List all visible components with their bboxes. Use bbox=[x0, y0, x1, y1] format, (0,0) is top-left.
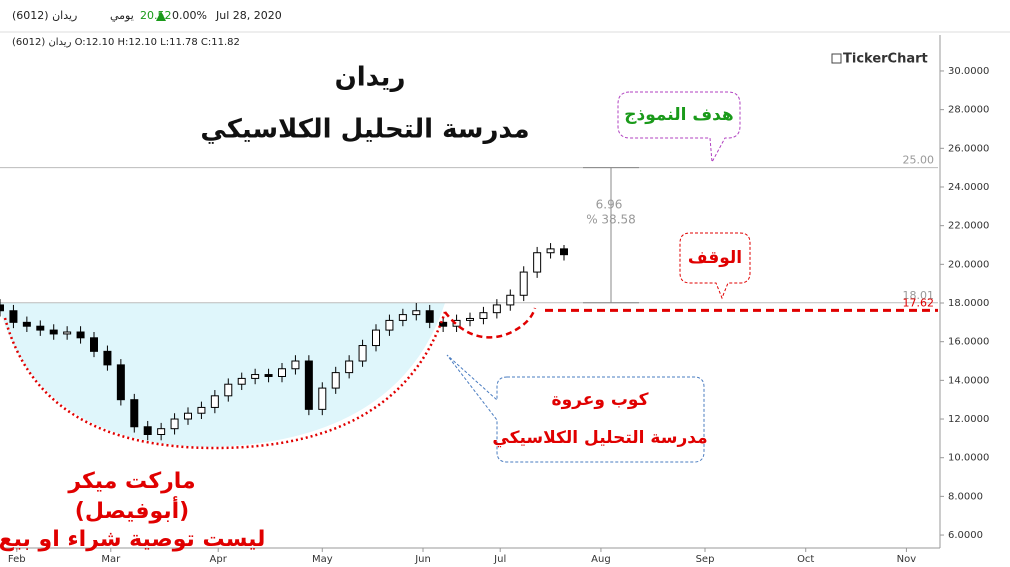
candle-body bbox=[157, 428, 166, 435]
candle-body bbox=[143, 426, 152, 435]
candle-body bbox=[264, 374, 273, 377]
school-label: مدرسة التحليل الكلاسيكي bbox=[492, 428, 707, 448]
x-tick-label: Sep bbox=[696, 554, 715, 565]
candle-body bbox=[90, 337, 98, 352]
x-tick-label: Mar bbox=[101, 554, 121, 565]
candle-body bbox=[345, 360, 354, 374]
y-tick-label: 28.0000 bbox=[948, 105, 989, 116]
candle-body bbox=[130, 399, 139, 428]
target-label: هدف النموذج bbox=[624, 105, 733, 125]
y-tick-label: 30.0000 bbox=[948, 66, 989, 77]
candle-body bbox=[63, 331, 72, 335]
y-tick-label: 14.0000 bbox=[948, 375, 989, 386]
candle-body bbox=[492, 304, 501, 314]
candle-body bbox=[452, 319, 461, 327]
x-tick-label: May bbox=[312, 554, 333, 565]
candle-body bbox=[49, 329, 58, 335]
x-tick-label: Jul bbox=[493, 554, 506, 565]
x-tick-label: Oct bbox=[797, 554, 814, 565]
candle-body bbox=[412, 310, 421, 316]
candle-body bbox=[116, 364, 125, 401]
price: 20.52 bbox=[140, 9, 172, 22]
candle-body bbox=[466, 317, 474, 321]
y-tick-label: 8.0000 bbox=[948, 491, 983, 502]
candle-body bbox=[251, 374, 260, 379]
chart-subtitle: مدرسة التحليل الكلاسيكي bbox=[200, 115, 529, 145]
y-tick-label: 18.0000 bbox=[948, 298, 989, 309]
candle-body bbox=[331, 372, 340, 389]
disclaimer: ليست توصية شراء او بيع bbox=[0, 527, 265, 552]
brand: TickerChart bbox=[843, 52, 928, 67]
handle-curve bbox=[444, 307, 537, 339]
candle-body bbox=[36, 325, 45, 331]
symbol: ريدان (6012) bbox=[12, 9, 77, 22]
stop-callout bbox=[679, 232, 751, 300]
header-bar bbox=[0, 0, 1010, 32]
stop-label: الوقف bbox=[688, 248, 742, 268]
y-tick-label: 22.0000 bbox=[948, 221, 989, 232]
y-tick-label: 6.0000 bbox=[948, 530, 983, 541]
cup-shade bbox=[0, 303, 445, 447]
x-tick-label: Apr bbox=[210, 554, 228, 565]
target-callout bbox=[617, 91, 741, 164]
candle-body bbox=[425, 310, 434, 323]
x-tick-label: Feb bbox=[8, 554, 26, 565]
candle-body bbox=[318, 387, 327, 410]
candle-body bbox=[237, 377, 246, 385]
period: يومي bbox=[110, 9, 134, 22]
candle-body bbox=[210, 395, 219, 408]
y-tick-label: 12.0000 bbox=[948, 414, 989, 425]
candle-body bbox=[533, 252, 542, 273]
pattern-label: كوب وعروة bbox=[552, 390, 649, 410]
author-name: ماركت ميكر bbox=[67, 469, 195, 494]
measure-label: 6.96 bbox=[596, 198, 623, 212]
candle-body bbox=[304, 360, 313, 410]
ohlc-info: ريدان (6012) O:12.10 H:12.10 L:11.78 C:1… bbox=[12, 37, 240, 48]
candle-body bbox=[506, 294, 515, 306]
candle-body bbox=[479, 312, 488, 319]
level-label: 17.62 bbox=[903, 296, 935, 309]
candle-body bbox=[22, 321, 31, 327]
candle-body bbox=[560, 248, 568, 256]
candle-body bbox=[103, 350, 112, 366]
y-tick-label: 24.0000 bbox=[948, 182, 989, 193]
y-tick-label: 20.0000 bbox=[948, 259, 989, 270]
cup-curve bbox=[3, 311, 447, 450]
candle-body bbox=[224, 383, 233, 397]
candle-body bbox=[170, 418, 179, 430]
y-tick-label: 26.0000 bbox=[948, 143, 989, 154]
date: Jul 28, 2020 bbox=[215, 9, 282, 22]
candle-body bbox=[9, 310, 18, 323]
candle-body bbox=[519, 271, 528, 296]
candle-body bbox=[197, 406, 206, 414]
pattern-callout bbox=[446, 354, 705, 463]
candle-body bbox=[0, 304, 4, 312]
candle-body bbox=[439, 321, 448, 327]
candle-body bbox=[546, 248, 555, 254]
y-tick-label: 10.0000 bbox=[948, 453, 989, 464]
candle-body bbox=[385, 319, 394, 331]
candle-body bbox=[398, 314, 407, 321]
candle-body bbox=[76, 331, 85, 339]
x-tick-label: Nov bbox=[897, 554, 917, 565]
level-label: 18.01 bbox=[903, 289, 935, 302]
up-arrow bbox=[156, 11, 166, 21]
chart-title: ريدان bbox=[335, 63, 406, 93]
measure-label: % 38.58 bbox=[586, 213, 636, 227]
candle-body bbox=[291, 360, 300, 370]
x-tick-label: Aug bbox=[591, 554, 611, 565]
change: 0.00% bbox=[172, 9, 207, 22]
level-label: 25.00 bbox=[903, 154, 935, 167]
candle-body bbox=[372, 329, 380, 347]
x-tick-label: Jun bbox=[414, 554, 431, 565]
brand-icon bbox=[831, 53, 842, 64]
candle-body bbox=[358, 345, 367, 362]
author-alias: (أبوفيصل) bbox=[75, 495, 189, 524]
candle-body bbox=[278, 368, 286, 377]
y-tick-label: 16.0000 bbox=[948, 337, 989, 348]
candle-body bbox=[184, 412, 192, 420]
